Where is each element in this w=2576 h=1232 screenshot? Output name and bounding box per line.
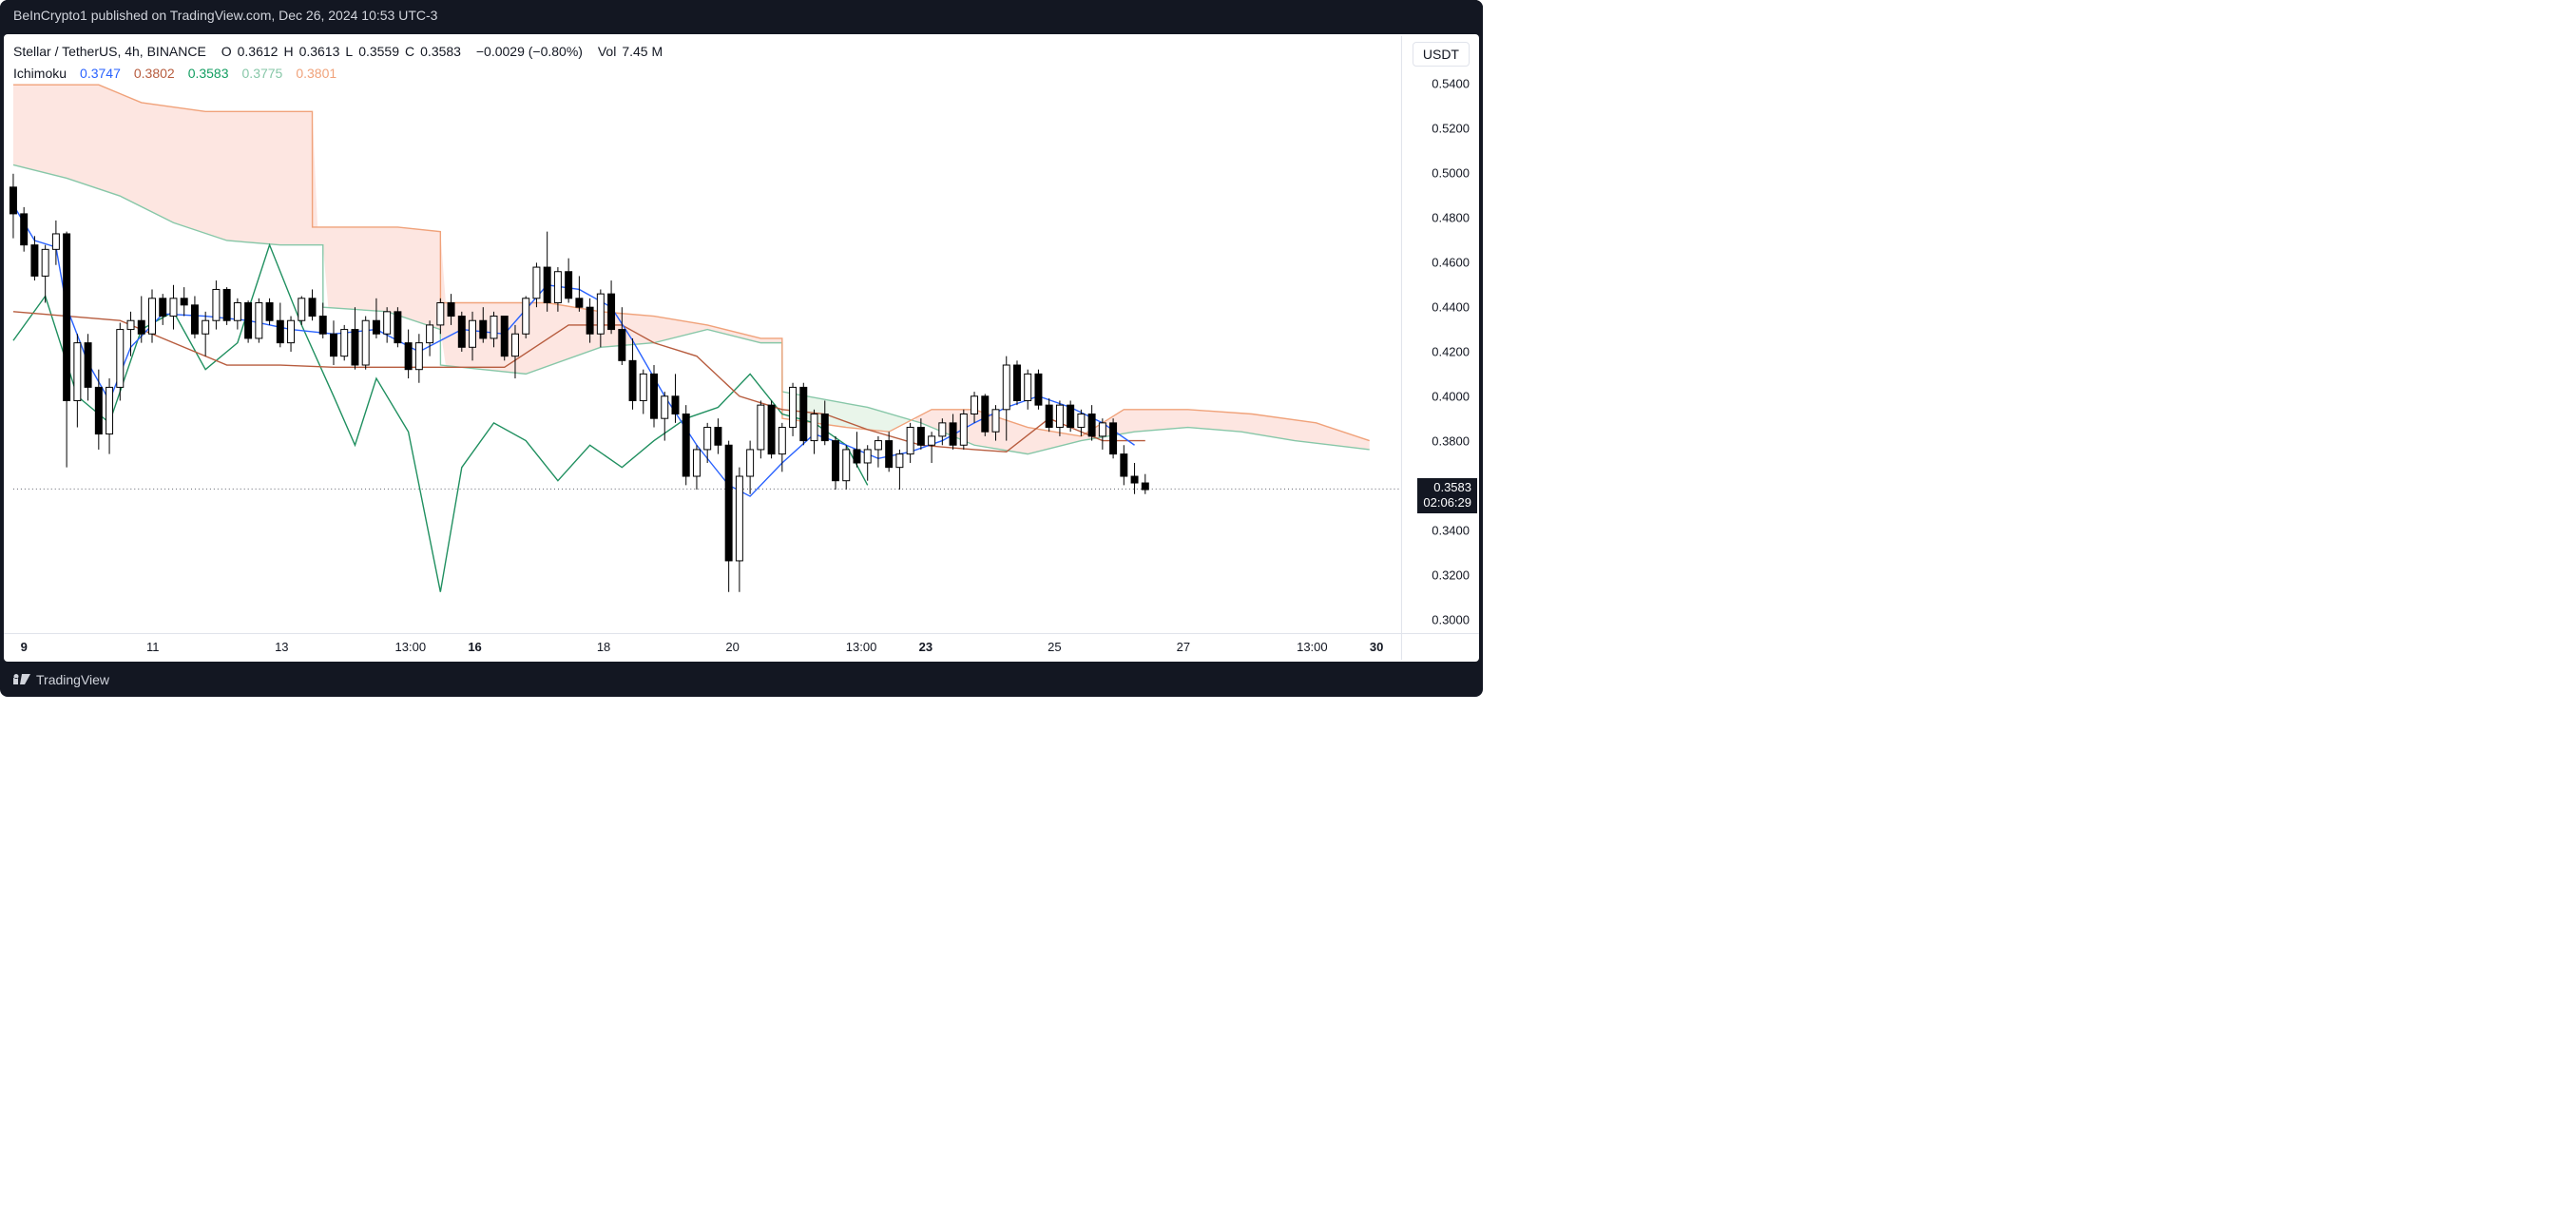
y-tick-label: 0.4400 [1432,299,1470,314]
ichimoku-v4: 0.3775 [242,64,283,84]
ichimoku-v2: 0.3802 [134,64,175,84]
publish-text: BeInCrypto1 published on TradingView.com… [13,8,437,23]
x-tick-label: 20 [725,640,739,654]
ichimoku-v5: 0.3801 [296,64,336,84]
currency-toggle-button[interactable]: USDT [1413,42,1470,67]
y-tick-label: 0.4200 [1432,345,1470,359]
ichimoku-v1: 0.3747 [80,64,121,84]
vol-value: 7.45 M [622,42,663,62]
y-tick-label: 0.5200 [1432,121,1470,135]
publish-header: BeInCrypto1 published on TradingView.com… [0,0,1483,30]
indicator-name[interactable]: Ichimoku [13,64,67,84]
footer: TradingView [0,665,1483,697]
vol-label: Vol [598,42,616,62]
y-tick-label: 0.5400 [1432,76,1470,90]
x-tick-label: 13:00 [846,640,877,654]
ohlc-h: 0.3613 [299,42,340,62]
ohlc-change: −0.0029 (−0.80%) [476,42,583,62]
y-tick-label: 0.3200 [1432,568,1470,583]
x-tick-label: 23 [919,640,932,654]
x-tick-label: 16 [468,640,481,654]
y-tick-label: 0.4800 [1432,210,1470,224]
x-tick-label: 9 [21,640,28,654]
y-tick-label: 0.5000 [1432,165,1470,180]
x-tick-label: 13:00 [395,640,427,654]
x-tick-label: 25 [1048,640,1061,654]
chart-container: BeInCrypto1 published on TradingView.com… [0,0,1483,697]
ohlc-l: 0.3559 [358,42,399,62]
x-tick-label: 13 [275,640,288,654]
symbol-title[interactable]: Stellar / TetherUS, 4h, BINANCE [13,42,206,62]
y-tick-label: 0.3000 [1432,613,1470,627]
x-tick-label: 27 [1177,640,1190,654]
y-tick-label: 0.3800 [1432,434,1470,449]
countdown: 02:06:29 [1423,495,1471,510]
footer-brand: TradingView [36,672,109,687]
current-price: 0.3583 [1423,480,1471,495]
y-tick-label: 0.4600 [1432,255,1470,269]
ohlc-c-label: C [405,42,414,62]
ichimoku-v3: 0.3583 [188,64,229,84]
ohlc-c: 0.3583 [420,42,461,62]
chart-legend: Stellar / TetherUS, 4h, BINANCE O0.3612 … [13,42,663,84]
chart-svg[interactable] [4,34,1479,662]
y-tick-label: 0.3400 [1432,524,1470,538]
ohlc-h-label: H [283,42,293,62]
chart-area[interactable]: Stellar / TetherUS, 4h, BINANCE O0.3612 … [4,34,1479,662]
x-tick-label: 13:00 [1297,640,1328,654]
x-tick-label: 30 [1370,640,1383,654]
ohlc-o-label: O [221,42,232,62]
x-tick-label: 11 [146,640,160,654]
ohlc-o: 0.3612 [238,42,279,62]
ohlc-l-label: L [345,42,353,62]
y-tick-label: 0.4000 [1432,390,1470,404]
x-tick-label: 18 [597,640,610,654]
current-price-tag[interactable]: 0.3583 02:06:29 [1417,478,1477,513]
tradingview-logo-icon [13,671,30,687]
